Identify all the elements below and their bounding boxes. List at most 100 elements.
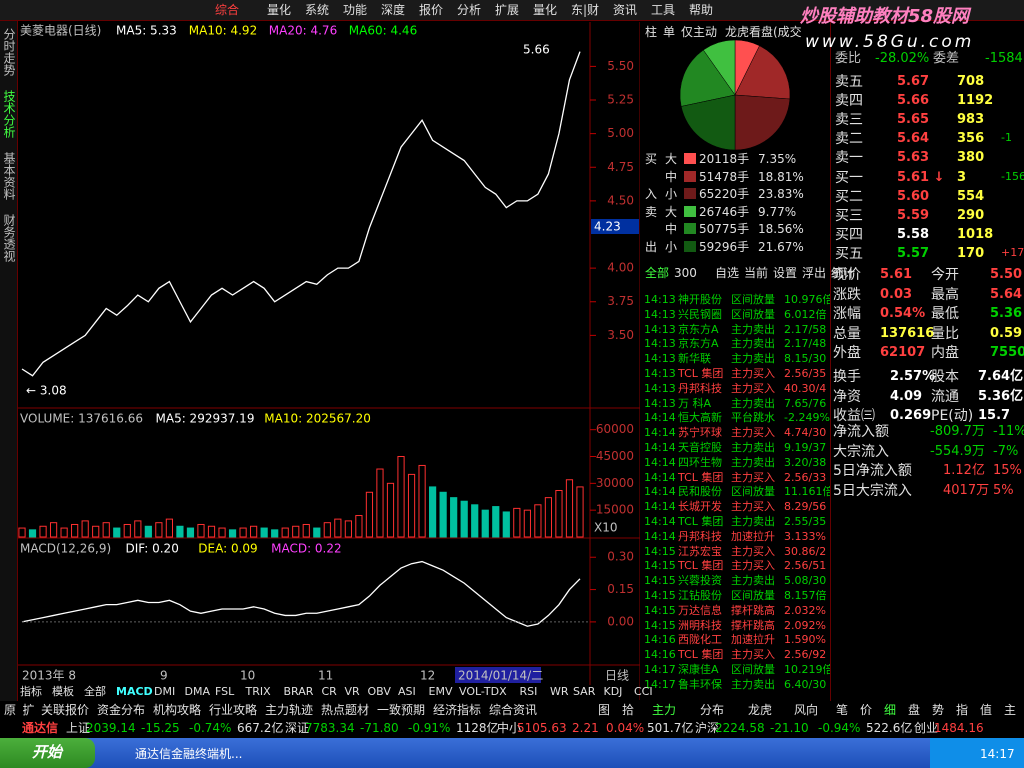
panel-tab[interactable]: 主力	[652, 703, 677, 717]
trade-name[interactable]: 丹邦科技	[678, 381, 722, 395]
trade-name[interactable]: 京东方A	[678, 322, 719, 336]
trade-name[interactable]: 恒大高新	[678, 411, 722, 425]
function-tab[interactable]: 关联报价	[41, 703, 90, 717]
function-tab[interactable]: 热点题材	[321, 703, 370, 717]
tab[interactable]: 单	[663, 25, 676, 39]
side-tab[interactable]: 财务透视	[2, 214, 16, 262]
side-tab[interactable]: 分时走势	[2, 28, 16, 76]
trade-name[interactable]: 民和股份	[678, 485, 722, 499]
panel-tab[interactable]: 图	[598, 703, 611, 717]
panel-tab[interactable]: 风向	[794, 703, 819, 717]
indicator-tab[interactable]: KDJ	[603, 685, 623, 698]
list-tab[interactable]: 设置	[773, 266, 798, 280]
indicator-tab[interactable]: 全部	[84, 685, 106, 698]
menu-item[interactable]: 资讯	[613, 3, 638, 17]
tab[interactable]: 仅主动	[681, 25, 718, 39]
menu-item[interactable]: 帮助	[689, 3, 714, 17]
indicator-tab[interactable]: 模板	[52, 685, 74, 698]
indicator-tab[interactable]: DMA	[184, 685, 211, 698]
trade-name[interactable]: TCL 集团	[678, 470, 724, 484]
indicator-tab[interactable]: EMV	[428, 685, 453, 698]
menu-item[interactable]: 量化	[267, 3, 292, 17]
function-tab[interactable]: 主力轨迹	[265, 703, 314, 717]
menu-item[interactable]: 分析	[457, 3, 482, 17]
detail-tab[interactable]: 价	[860, 703, 873, 717]
trade-name[interactable]: 洲明科技	[678, 618, 722, 632]
indicator-tab[interactable]: ASI	[398, 685, 416, 698]
menu-item[interactable]: 系统	[305, 3, 330, 17]
trade-name[interactable]: 苏宁环球	[678, 426, 722, 440]
side-tab[interactable]: 技术分析	[2, 90, 16, 138]
list-tab[interactable]: 全部	[645, 266, 670, 280]
indicator-tab[interactable]: BRAR	[283, 685, 314, 698]
list-tab[interactable]: 当前	[744, 266, 769, 280]
trade-name[interactable]: 江苏宏宝	[678, 544, 722, 558]
menu-item[interactable]: 工具	[651, 3, 676, 17]
trade-name[interactable]: 万达信息	[678, 603, 722, 617]
indicator-tab[interactable]: 指标	[20, 685, 42, 698]
trade-name[interactable]: 万 科A	[678, 396, 712, 410]
panel-tab[interactable]: 拾	[622, 703, 635, 717]
menu-item[interactable]: 深度	[381, 3, 406, 17]
trade-name[interactable]: 长城开发	[678, 500, 722, 514]
indicator-tab[interactable]: DMI	[154, 685, 176, 698]
trade-name[interactable]: 四环生物	[678, 455, 722, 469]
detail-tab[interactable]: 势	[932, 703, 945, 717]
indicator-tab[interactable]: RSI	[519, 685, 538, 698]
list-tab[interactable]: 浮出	[802, 266, 827, 280]
function-tab[interactable]: 扩	[22, 703, 35, 717]
trade-name[interactable]: 天音控股	[678, 441, 722, 454]
detail-tab[interactable]: 盘	[908, 703, 921, 717]
trade-name[interactable]: TCL 集团	[678, 559, 724, 573]
function-tab[interactable]: 一致预期	[377, 703, 426, 717]
trade-name[interactable]: 京东方A	[678, 337, 719, 351]
trade-name[interactable]: TCL 集团	[678, 648, 724, 662]
indicator-tab[interactable]: OBV	[367, 685, 391, 698]
trade-name[interactable]: 新华联	[678, 352, 711, 366]
menu-item[interactable]: 综合	[215, 3, 240, 17]
trade-name[interactable]: TCL 集团	[678, 367, 724, 380]
detail-tab[interactable]: 指	[956, 703, 969, 717]
trade-name[interactable]: 神开股份	[678, 293, 722, 306]
indicator-tab[interactable]: VR	[344, 685, 360, 698]
panel-tab[interactable]: 龙虎	[748, 703, 773, 717]
start-button[interactable]	[0, 738, 95, 768]
trade-name[interactable]: 兴民钢圈	[678, 307, 722, 321]
function-tab[interactable]: 经济指标	[433, 703, 482, 717]
indicator-tab[interactable]: VOL-TDX	[459, 685, 507, 698]
menu-item[interactable]: 扩展	[495, 3, 520, 17]
trade-name[interactable]: 西陇化工	[678, 633, 722, 647]
menu-item[interactable]: 东|财	[571, 3, 600, 17]
trade-name[interactable]: 兴蓉投资	[678, 574, 722, 588]
menu-item[interactable]: 功能	[343, 3, 368, 17]
detail-tab[interactable]: 主	[1004, 703, 1017, 717]
list-tab[interactable]: 300	[674, 266, 697, 280]
indicator-tab[interactable]: TRIX	[245, 685, 271, 698]
list-tab[interactable]: 统计	[831, 266, 856, 280]
menu-item[interactable]: 报价	[419, 3, 444, 17]
indicator-tab[interactable]: CR	[321, 685, 337, 698]
function-tab[interactable]: 资金分布	[97, 703, 146, 717]
tab[interactable]: 柱	[645, 25, 658, 39]
detail-tab[interactable]: 值	[980, 703, 993, 717]
indicator-tab[interactable]: WR	[550, 685, 569, 698]
function-tab[interactable]: 综合资讯	[489, 703, 538, 717]
menu-item[interactable]: 量化	[533, 3, 558, 17]
start-label[interactable]: 开始	[32, 743, 63, 761]
indicator-tab[interactable]: SAR	[573, 685, 596, 698]
taskbar-window[interactable]: 通达信金融终端机...	[135, 747, 243, 761]
list-tab[interactable]: 自选	[715, 266, 740, 280]
detail-tab[interactable]: 细	[884, 703, 897, 717]
function-tab[interactable]: 原	[4, 703, 17, 717]
trade-name[interactable]: TCL 集团	[678, 515, 724, 528]
indicator-tab[interactable]: MACD	[116, 685, 153, 698]
trade-name[interactable]: 深康佳A	[678, 663, 719, 676]
indicator-tab[interactable]: CCI	[634, 685, 653, 698]
trade-name[interactable]: 丹邦科技	[678, 529, 722, 543]
side-tab[interactable]: 基本资料	[2, 152, 16, 200]
function-tab[interactable]: 行业攻略	[209, 703, 258, 717]
trade-name[interactable]: 江钻股份	[678, 589, 722, 602]
tab[interactable]: 龙虎看盘(成交	[725, 25, 802, 39]
function-tab[interactable]: 机构攻略	[153, 703, 202, 717]
detail-tab[interactable]: 笔	[836, 703, 849, 717]
